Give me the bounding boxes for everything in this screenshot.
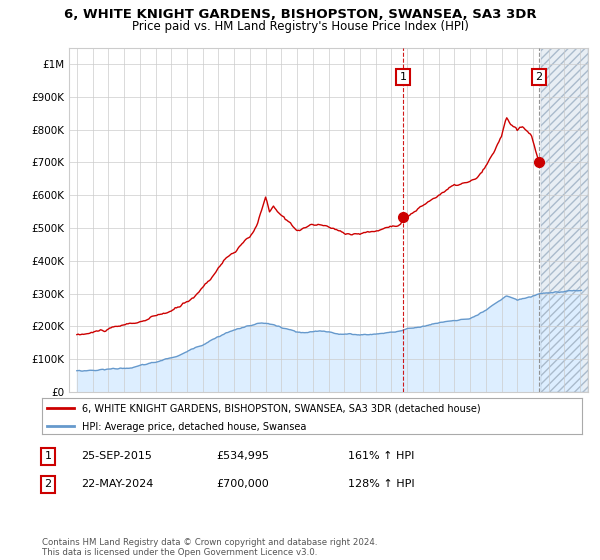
Text: 6, WHITE KNIGHT GARDENS, BISHOPSTON, SWANSEA, SA3 3DR (detached house): 6, WHITE KNIGHT GARDENS, BISHOPSTON, SWA…	[83, 404, 481, 413]
Text: 1: 1	[44, 451, 52, 461]
Text: £700,000: £700,000	[216, 479, 269, 489]
Text: 2: 2	[44, 479, 52, 489]
Text: HPI: Average price, detached house, Swansea: HPI: Average price, detached house, Swan…	[83, 422, 307, 432]
Text: 161% ↑ HPI: 161% ↑ HPI	[348, 451, 415, 461]
Text: 128% ↑ HPI: 128% ↑ HPI	[348, 479, 415, 489]
Text: Contains HM Land Registry data © Crown copyright and database right 2024.
This d: Contains HM Land Registry data © Crown c…	[42, 538, 377, 557]
Text: £534,995: £534,995	[216, 451, 269, 461]
Text: 2: 2	[535, 72, 542, 82]
Text: 25-SEP-2015: 25-SEP-2015	[81, 451, 152, 461]
Text: Price paid vs. HM Land Registry's House Price Index (HPI): Price paid vs. HM Land Registry's House …	[131, 20, 469, 32]
Text: 1: 1	[400, 72, 406, 82]
Bar	[541, 48, 588, 392]
Bar	[541, 48, 588, 392]
Text: 6, WHITE KNIGHT GARDENS, BISHOPSTON, SWANSEA, SA3 3DR: 6, WHITE KNIGHT GARDENS, BISHOPSTON, SWA…	[64, 8, 536, 21]
Text: 22-MAY-2024: 22-MAY-2024	[81, 479, 154, 489]
